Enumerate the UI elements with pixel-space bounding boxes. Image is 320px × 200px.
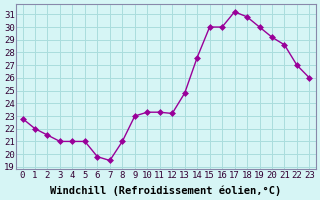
X-axis label: Windchill (Refroidissement éolien,°C): Windchill (Refroidissement éolien,°C) — [50, 185, 282, 196]
